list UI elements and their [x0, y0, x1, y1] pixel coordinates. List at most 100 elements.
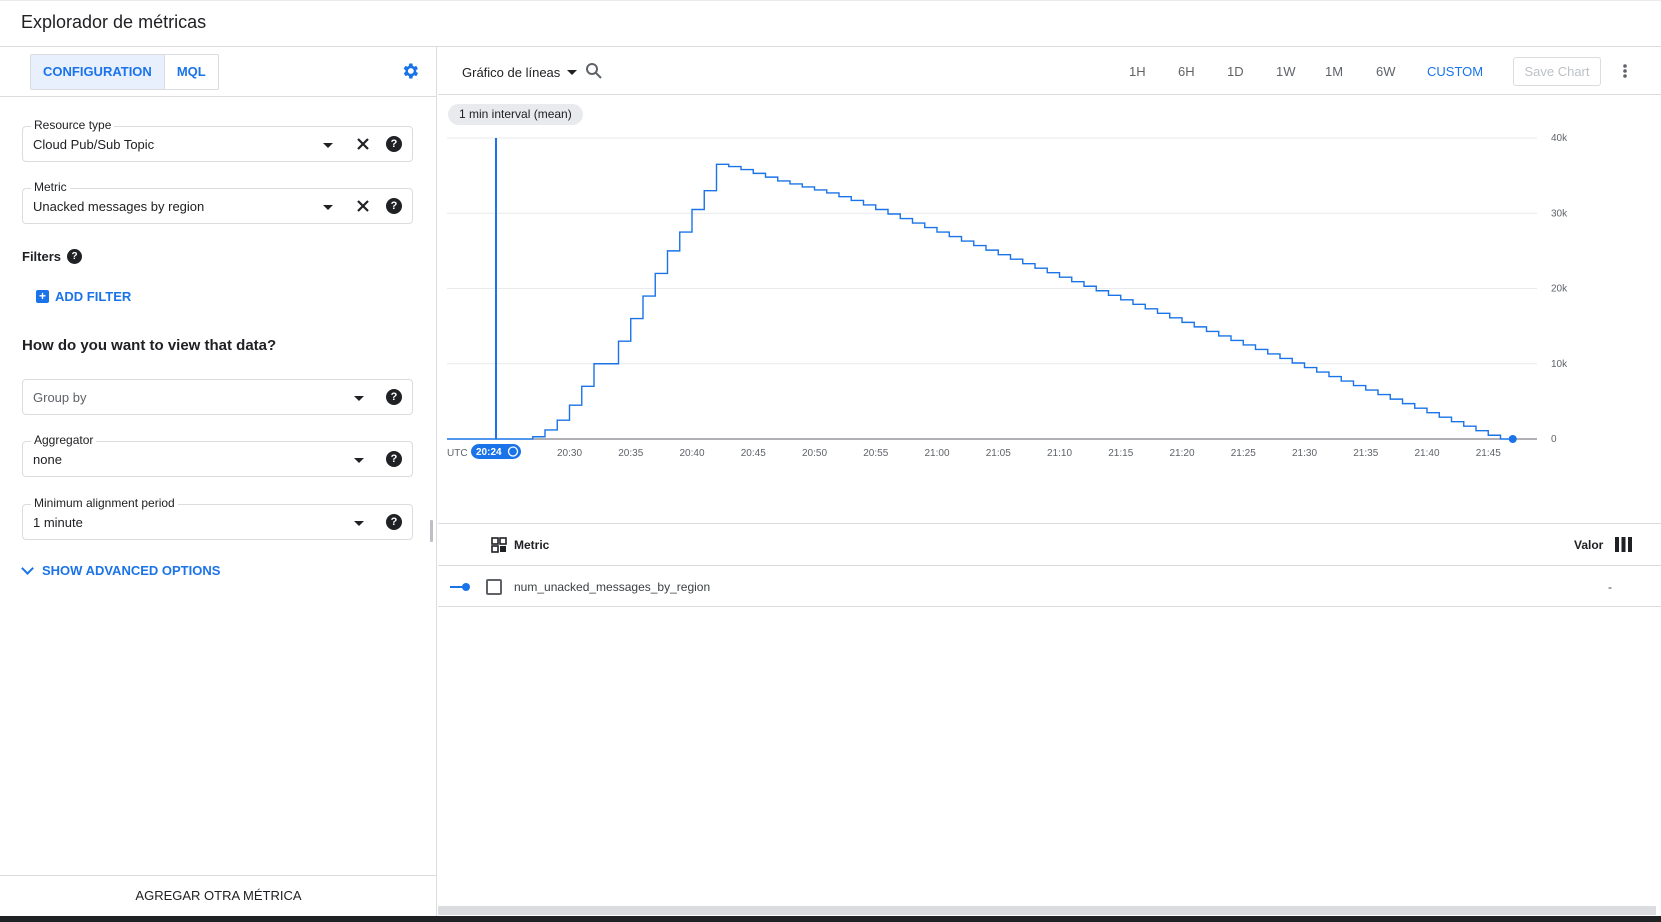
- series-line[interactable]: [447, 163, 1513, 440]
- x-tick-label: 21:05: [986, 448, 1011, 459]
- chevron-down-icon[interactable]: [354, 458, 364, 463]
- tab-configuration[interactable]: CONFIGURATION: [31, 55, 165, 89]
- close-icon[interactable]: [355, 136, 371, 152]
- page-title: Explorador de métricas: [21, 12, 207, 32]
- page-header: Explorador de métricas: [0, 0, 1661, 47]
- close-icon[interactable]: [507, 446, 519, 457]
- y-axis-ticks: 0 10k 20k 30k 40k: [1551, 133, 1568, 445]
- cursor-time-label: 20:24: [476, 447, 502, 458]
- x-tick-label: 21:10: [1047, 448, 1072, 459]
- series-color-swatch: [450, 586, 466, 588]
- chevron-down-icon: [567, 70, 578, 75]
- help-icon[interactable]: ?: [386, 514, 402, 530]
- plus-icon: +: [36, 290, 49, 303]
- aggregator-value: none: [33, 452, 62, 467]
- range-1w-button[interactable]: 1W: [1276, 64, 1296, 79]
- y-tick-label: 40k: [1551, 133, 1568, 144]
- panel-resize-handle[interactable]: [430, 520, 433, 542]
- chart-type-label: Gráfico de líneas: [462, 65, 561, 80]
- config-panel: CONFIGURATION MQL Resource type Cloud Pu…: [0, 47, 437, 916]
- y-tick-label: 10k: [1551, 359, 1568, 370]
- window-bottom-edge: [0, 916, 1661, 922]
- show-advanced-options-label: SHOW ADVANCED OPTIONS: [42, 563, 221, 578]
- chart-grid: [447, 137, 1537, 440]
- chevron-down-icon[interactable]: [323, 205, 333, 210]
- resource-type-field[interactable]: Resource type Cloud Pub/Sub Topic ?: [22, 118, 413, 162]
- range-1m-button[interactable]: 1M: [1325, 64, 1344, 79]
- range-1h-button[interactable]: 1H: [1129, 64, 1146, 79]
- x-tick-label: 20:45: [741, 448, 766, 459]
- columns-icon[interactable]: [1615, 537, 1632, 552]
- mode-tabs: CONFIGURATION MQL: [30, 54, 219, 90]
- x-tick-label: 20:30: [557, 448, 582, 459]
- chart-toolbar: Gráfico de líneas 1H 6H 1D 1W 1M 6W CUST…: [438, 47, 1661, 95]
- alignment-period-label: Minimum alignment period: [31, 496, 178, 510]
- x-tick-label: 20:50: [802, 448, 827, 459]
- horizontal-scrollbar[interactable]: [438, 906, 1656, 915]
- series-checkbox[interactable]: [486, 579, 502, 595]
- y-tick-label: 20k: [1551, 284, 1568, 295]
- panel-divider: [0, 96, 437, 97]
- alignment-period-field[interactable]: Minimum alignment period 1 minute ?: [22, 496, 413, 540]
- add-metric-button[interactable]: AGREGAR OTRA MÉTRICA: [135, 888, 302, 903]
- series-end-point[interactable]: [1508, 435, 1517, 443]
- help-icon[interactable]: ?: [67, 249, 82, 264]
- metric-label: Metric: [31, 180, 70, 194]
- series-value: -: [1608, 580, 1612, 594]
- range-6w-button[interactable]: 6W: [1376, 64, 1396, 79]
- x-tick-label: 21:35: [1353, 448, 1378, 459]
- cursor-time-chip[interactable]: 20:24: [471, 444, 521, 459]
- aggregator-field[interactable]: Aggregator none ?: [22, 433, 413, 477]
- legend-header: Metric Valor: [438, 523, 1661, 566]
- x-tick-label: 21:25: [1231, 448, 1256, 459]
- filters-label: Filters: [22, 249, 62, 264]
- metric-field[interactable]: Metric Unacked messages by region ?: [22, 180, 413, 224]
- metric-value: Unacked messages by region: [33, 199, 205, 214]
- view-heading: How do you want to view that data?: [22, 337, 277, 354]
- metric-column-header[interactable]: Metric: [514, 538, 550, 552]
- series-name: num_unacked_messages_by_region: [514, 580, 711, 594]
- save-chart-button[interactable]: Save Chart: [1513, 57, 1601, 86]
- panel-footer: AGREGAR OTRA MÉTRICA: [0, 875, 437, 916]
- y-tick-label: 0: [1551, 434, 1557, 445]
- x-tick-label: 21:20: [1169, 448, 1194, 459]
- x-tick-label: 20:40: [679, 448, 704, 459]
- chevron-down-icon: [21, 562, 34, 575]
- chevron-down-icon[interactable]: [354, 396, 364, 401]
- help-icon[interactable]: ?: [386, 451, 402, 467]
- gear-icon[interactable]: [400, 61, 420, 81]
- value-column-header[interactable]: Valor: [1574, 538, 1604, 552]
- group-by-placeholder: Group by: [33, 390, 87, 405]
- tab-mql[interactable]: MQL: [176, 64, 206, 79]
- chevron-down-icon[interactable]: [323, 143, 333, 148]
- show-advanced-options-button[interactable]: SHOW ADVANCED OPTIONS: [20, 562, 221, 578]
- timezone-label: UTC: [447, 448, 468, 459]
- add-filter-button[interactable]: + ADD FILTER: [36, 289, 131, 304]
- chart-type-selector[interactable]: Gráfico de líneas: [462, 65, 578, 80]
- x-tick-label: 21:30: [1292, 448, 1317, 459]
- help-icon[interactable]: ?: [386, 389, 402, 405]
- close-icon[interactable]: [355, 198, 371, 214]
- legend-row[interactable]: num_unacked_messages_by_region -: [438, 566, 1661, 607]
- chevron-down-icon[interactable]: [354, 521, 364, 526]
- x-tick-label: 21:40: [1414, 448, 1439, 459]
- range-custom-button[interactable]: CUSTOM: [1427, 64, 1484, 79]
- range-1d-button[interactable]: 1D: [1227, 64, 1244, 79]
- group-by-field[interactable]: Group by ?: [22, 379, 413, 415]
- more-vert-icon[interactable]: [1621, 62, 1629, 80]
- help-icon[interactable]: ?: [386, 198, 402, 214]
- range-6h-button[interactable]: 6H: [1178, 64, 1195, 79]
- y-tick-label: 30k: [1551, 208, 1568, 219]
- x-tick-label: 21:00: [924, 448, 949, 459]
- x-tick-label: 20:55: [863, 448, 888, 459]
- help-icon[interactable]: ?: [386, 136, 402, 152]
- x-tick-label: 20:35: [618, 448, 643, 459]
- x-tick-label: 21:45: [1476, 448, 1501, 459]
- add-filter-label: ADD FILTER: [55, 289, 132, 304]
- resource-type-value: Cloud Pub/Sub Topic: [33, 137, 155, 152]
- search-icon[interactable]: [585, 62, 603, 80]
- grid-view-icon: [491, 537, 507, 553]
- resource-type-label: Resource type: [31, 118, 115, 132]
- x-axis-ticks: 20:30 20:35 20:40 20:45 20:50 20:55 21:00 21:05…: [557, 448, 1501, 459]
